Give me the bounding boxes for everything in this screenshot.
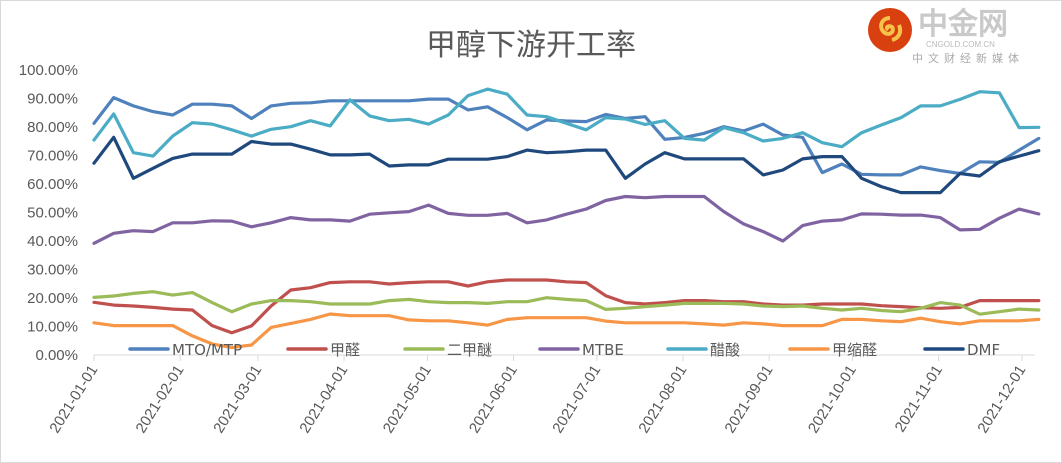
x-tick-label: 2021-03-01 <box>210 362 265 436</box>
legend-item: MTBE <box>538 341 624 359</box>
series-line-4 <box>92 87 1041 158</box>
x-tick-label: 2021-02-01 <box>132 362 187 436</box>
y-axis: 0.00% 10.00% 20.00% 30.00% 40.00% 50.00% 60.00… <box>19 62 78 364</box>
legend: MTO/MTP 甲醛 二甲醚 MTBE 醋酸 甲缩醛 DMF <box>128 341 1000 359</box>
y-tick-label: 40.00% <box>27 233 78 250</box>
y-tick-label: 60.00% <box>27 176 78 193</box>
y-tick-label: 100.00% <box>19 62 78 79</box>
watermark-site: CNGOLD.COM.CN <box>926 40 995 49</box>
legend-label: 甲醛 <box>330 341 360 359</box>
y-tick-label: 70.00% <box>27 148 78 165</box>
y-tick-label: 30.00% <box>27 262 78 279</box>
x-axis: 2021-01-01 2021-02-01 2021-03-01 2021-04-01… <box>46 354 1035 436</box>
legend-label: 甲缩醛 <box>832 341 877 359</box>
series-line-2 <box>92 290 1041 316</box>
legend-item: 甲缩醛 <box>788 341 877 359</box>
legend-label: DMF <box>967 341 1000 359</box>
logo-swirl-icon <box>879 16 903 42</box>
y-tick-label: 50.00% <box>27 205 78 222</box>
watermark-name: 中金网 <box>918 7 1008 42</box>
watermark-logo: 中金网 CNGOLD.COM.CN 中文财经新媒体 <box>868 7 1024 65</box>
legend-label: MTBE <box>582 341 624 359</box>
x-tick-label: 2021-05-01 <box>380 362 435 436</box>
legend-label: 二甲醚 <box>447 341 492 359</box>
x-tick-label: 2021-04-01 <box>296 362 351 436</box>
series-line-1 <box>92 278 1041 335</box>
series-line-0 <box>92 95 1041 177</box>
series-line-6 <box>92 135 1041 195</box>
series-line-5 <box>92 312 1041 350</box>
x-tick-label: 2021-12-01 <box>974 362 1029 436</box>
x-tick-label: 2021-10-01 <box>805 362 860 436</box>
legend-item: DMF <box>923 341 1000 359</box>
x-tick-label: 2021-09-01 <box>721 362 776 436</box>
legend-label: 醋酸 <box>710 341 740 359</box>
watermark-tagline: 中文财经新媒体 <box>912 51 1024 65</box>
series-lines <box>92 87 1041 350</box>
legend-item: 二甲醚 <box>403 341 492 359</box>
y-tick-label: 80.00% <box>27 119 78 136</box>
legend-item: 甲醛 <box>286 341 360 359</box>
x-tick-label: 2021-07-01 <box>549 362 604 436</box>
legend-item: MTO/MTP <box>128 341 242 359</box>
x-tick-label: 2021-08-01 <box>635 362 690 436</box>
y-tick-label: 20.00% <box>27 290 78 307</box>
logo-circle <box>868 8 912 52</box>
x-tick-label: 2021-01-01 <box>46 362 101 436</box>
legend-label: MTO/MTP <box>172 341 242 359</box>
series-line-3 <box>92 194 1041 245</box>
y-tick-label: 90.00% <box>27 91 78 108</box>
x-tick-label: 2021-06-01 <box>466 362 521 436</box>
x-tick-label: 2021-11-01 <box>892 362 946 435</box>
legend-item: 醋酸 <box>666 341 740 359</box>
chart-title: 甲醇下游开工率 <box>426 28 636 63</box>
y-tick-label: 0.00% <box>35 347 78 364</box>
y-tick-label: 10.00% <box>27 319 78 336</box>
